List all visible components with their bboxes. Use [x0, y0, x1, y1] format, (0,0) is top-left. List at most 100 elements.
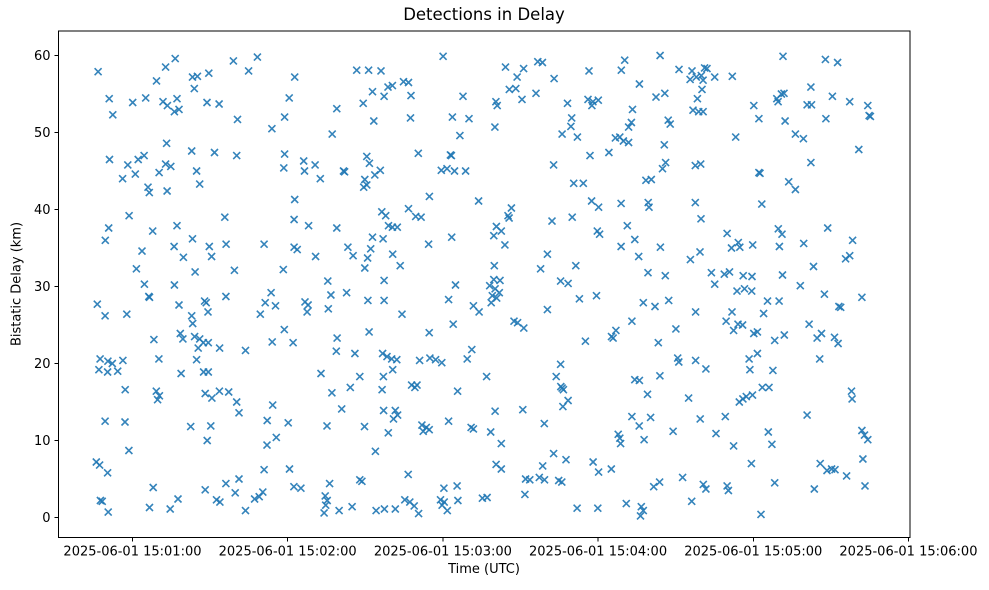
- scatter-point: [721, 412, 730, 421]
- scatter-point: [535, 473, 544, 482]
- scatter-series: [92, 51, 875, 520]
- scatter-point: [414, 509, 423, 518]
- scatter-point: [697, 85, 707, 94]
- scatter-point: [587, 196, 596, 206]
- scatter-point: [692, 73, 701, 82]
- scatter-point: [635, 376, 644, 385]
- scatter-point: [723, 481, 732, 490]
- scatter-point: [674, 65, 684, 74]
- scatter-point: [224, 387, 233, 397]
- scatter-point: [202, 98, 212, 107]
- scatter-point: [369, 116, 378, 126]
- scatter-point: [594, 468, 603, 477]
- scatter-point: [417, 213, 426, 222]
- scatter-point: [848, 236, 857, 245]
- scatter-point: [332, 347, 341, 356]
- scatter-point: [815, 354, 824, 363]
- scatter-point: [152, 387, 161, 396]
- scatter-point: [764, 383, 774, 392]
- scatter-point: [166, 162, 175, 171]
- scatter-point: [388, 365, 397, 374]
- scatter-point: [531, 89, 541, 98]
- scatter-point: [380, 296, 389, 305]
- scatter-point: [194, 344, 203, 353]
- scatter-point: [271, 301, 280, 310]
- scatter-point: [763, 297, 772, 306]
- scatter-point: [830, 465, 840, 474]
- scatter-point: [406, 113, 415, 122]
- scatter-point: [803, 411, 812, 420]
- scatter-point: [845, 251, 854, 260]
- scatter-point: [628, 105, 637, 114]
- scatter-point: [567, 113, 576, 122]
- scatter-point: [290, 243, 299, 252]
- scatter-point: [507, 203, 516, 213]
- scatter-point: [561, 455, 571, 464]
- y-tick-label: 10: [34, 434, 51, 449]
- scatter-point: [137, 247, 147, 256]
- scatter-point: [187, 146, 196, 156]
- scatter-point: [550, 74, 559, 83]
- scatter-point: [289, 338, 298, 347]
- scatter-point: [360, 263, 369, 273]
- scatter-point: [747, 459, 756, 468]
- scatter-point: [727, 243, 736, 253]
- scatter-point: [739, 271, 748, 280]
- scatter-point: [392, 355, 401, 364]
- scatter-point: [234, 474, 244, 484]
- scatter-point: [500, 240, 509, 249]
- scatter-point: [617, 66, 626, 75]
- scatter-point: [640, 435, 649, 444]
- scatter-point: [359, 99, 368, 108]
- scatter-point: [543, 250, 552, 259]
- scatter-point: [108, 110, 117, 119]
- scatter-point: [94, 67, 103, 76]
- x-tick-label: 2025-06-01 15:01:00: [63, 545, 201, 560]
- scatter-point: [384, 221, 393, 230]
- scatter-point: [261, 298, 270, 307]
- scatter-point: [696, 414, 705, 423]
- scatter-point: [547, 217, 557, 226]
- scatter-point: [215, 498, 224, 507]
- scatter-point: [391, 504, 400, 514]
- scatter-point: [701, 484, 710, 494]
- scatter-point: [170, 242, 179, 251]
- scatter-point: [693, 94, 702, 103]
- scatter-point: [722, 317, 731, 326]
- scatter-point: [451, 280, 460, 290]
- scatter-point: [364, 66, 373, 75]
- scatter-point: [701, 364, 710, 373]
- scatter-point: [696, 160, 705, 169]
- scatter-point: [594, 203, 603, 212]
- scatter-point: [833, 58, 842, 67]
- scatter-point: [191, 267, 200, 276]
- scatter-point: [316, 174, 325, 183]
- scatter-point: [467, 345, 476, 354]
- scatter-point: [437, 166, 446, 175]
- scatter-point: [482, 372, 491, 381]
- scatter-point: [661, 158, 670, 167]
- scatter-point: [105, 155, 114, 164]
- scatter-point: [141, 93, 150, 102]
- scatter-point: [187, 311, 196, 320]
- scatter-point: [594, 96, 603, 105]
- scatter-point: [382, 352, 392, 361]
- scatter-point: [474, 196, 483, 206]
- scatter-point: [300, 166, 309, 176]
- scatter-point: [104, 223, 113, 233]
- scatter-point: [710, 73, 719, 82]
- scatter-point: [558, 384, 567, 393]
- scatter-point: [121, 385, 130, 394]
- y-tick-label: 30: [34, 280, 51, 295]
- scatter-point: [728, 72, 737, 81]
- scatter-point: [828, 92, 837, 101]
- scatter-point: [649, 482, 658, 491]
- scatter-point: [343, 243, 352, 252]
- scatter-point: [519, 324, 528, 333]
- scatter-point: [332, 104, 341, 113]
- scatter-point: [727, 307, 737, 316]
- scatter-point: [397, 310, 407, 319]
- scatter-point: [634, 252, 643, 261]
- scatter-point: [447, 151, 456, 160]
- scatter-point: [363, 253, 372, 263]
